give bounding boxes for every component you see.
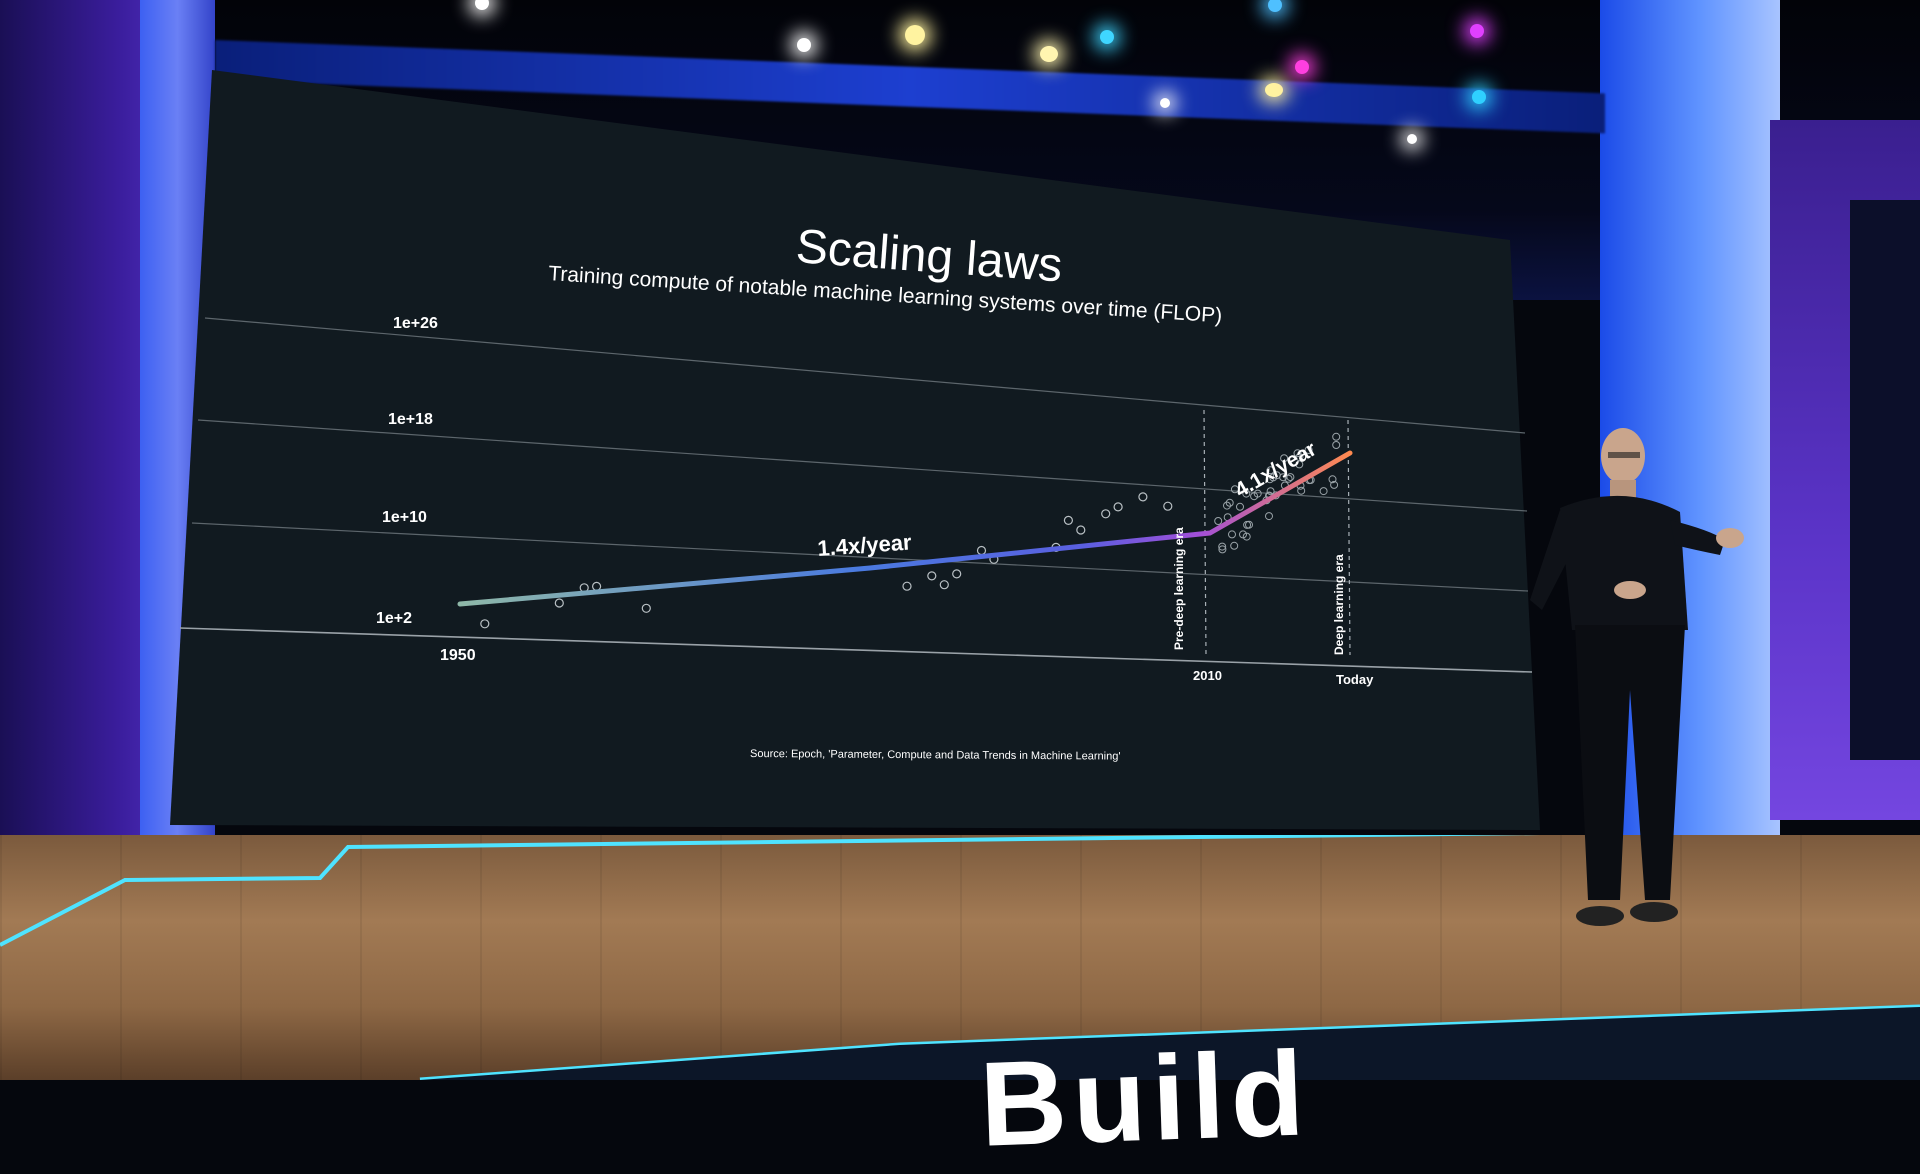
stage-light-icon (1407, 134, 1417, 144)
data-point (1330, 480, 1339, 489)
data-point (1319, 487, 1328, 496)
y-tick-label: 1e+18 (388, 411, 433, 428)
data-point (1297, 486, 1306, 495)
era-divider-line (1347, 419, 1351, 656)
y-tick-label: 1e+10 (382, 509, 427, 526)
data-point (1230, 541, 1239, 550)
screen-panel (170, 70, 1540, 830)
data-point (1225, 498, 1234, 507)
data-point (1218, 542, 1227, 551)
stage-light-icon (1472, 90, 1486, 104)
era-label-deep: Deep learning era (1332, 554, 1346, 655)
x-axis-line (179, 627, 1533, 673)
grid-line (191, 522, 1529, 592)
data-point (1242, 532, 1251, 541)
x-tick-label: 1950 (440, 647, 476, 664)
data-point (1236, 502, 1244, 511)
floor-neon-edges (0, 835, 1920, 1080)
data-point (1063, 515, 1074, 526)
grid-line (197, 419, 1528, 512)
data-point (1113, 502, 1123, 512)
stage-light-icon (1268, 0, 1282, 12)
grid-line (204, 317, 1526, 434)
data-point (1280, 454, 1289, 463)
x-tick-label: 2010 (1193, 668, 1222, 683)
data-point (1286, 473, 1295, 482)
person-icon (1530, 428, 1744, 926)
data-point (1266, 487, 1275, 496)
data-point (1242, 489, 1251, 498)
data-point (480, 619, 490, 629)
data-point (641, 603, 651, 613)
data-point (1304, 446, 1313, 454)
data-point (1332, 441, 1341, 449)
y-tick-label: 1e+26 (393, 315, 438, 332)
stage-light-icon (797, 38, 811, 52)
data-point (927, 571, 937, 581)
stage-light-icon (1040, 46, 1058, 62)
data-point (1293, 449, 1302, 458)
data-point (1223, 501, 1231, 510)
data-point (1328, 475, 1337, 484)
trend-line (457, 450, 1353, 607)
data-point (554, 598, 564, 608)
led-screen: 1e+2 1e+10 1e+18 1e+26 1950 2010 Today P… (170, 70, 1540, 830)
slide-svg: 1e+2 1e+10 1e+18 1e+26 1950 2010 Today P… (170, 70, 1540, 830)
data-point (1295, 460, 1304, 469)
data-point (1269, 473, 1278, 482)
data-point (1163, 501, 1173, 511)
data-point (902, 581, 912, 591)
data-point (1076, 525, 1086, 535)
data-point (1138, 492, 1148, 502)
data-point (1228, 530, 1236, 539)
data-point (1284, 474, 1293, 483)
stage-light-icon (475, 0, 489, 10)
x-tick-label: Today (1336, 672, 1374, 687)
data-point (1230, 485, 1239, 494)
right-dark-panel (1850, 200, 1920, 760)
stage-light-icon (1265, 83, 1283, 97)
data-point (1101, 509, 1111, 519)
stage-light-icon (1160, 98, 1170, 108)
build-floor-logo-icon: Build (977, 1026, 1313, 1172)
data-point (939, 580, 949, 590)
data-point (1266, 466, 1275, 475)
stage-light-icon (1100, 30, 1114, 44)
data-point (1214, 517, 1223, 525)
slide-source: Source: Epoch, 'Parameter, Compute and D… (750, 748, 1121, 763)
stage-light-icon (1295, 60, 1309, 74)
data-point (1218, 545, 1227, 554)
data-point (1265, 512, 1273, 521)
data-point (1243, 520, 1252, 529)
right-light-pillar (1600, 0, 1780, 850)
data-point (952, 569, 962, 579)
stage-light-icon (905, 25, 925, 45)
data-point (1250, 492, 1259, 501)
y-tick-label: 1e+2 (376, 610, 412, 627)
stage-light-icon (1470, 24, 1484, 38)
era-label-pre-deep: Pre-deep learning era (1172, 527, 1186, 650)
data-point (1332, 432, 1341, 441)
